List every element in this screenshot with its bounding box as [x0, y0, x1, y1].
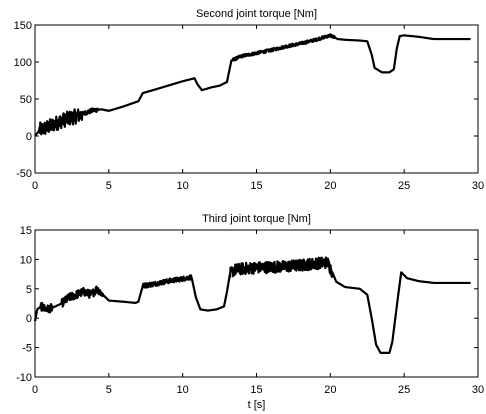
x-tick-label: 15 [250, 180, 262, 192]
x-tick-label: 30 [472, 180, 484, 192]
x-tick-label: 25 [398, 384, 410, 396]
y-tick-label: 100 [14, 57, 32, 69]
chart-title: Third joint torque [Nm] [202, 213, 311, 225]
x-tick-label: 15 [250, 384, 262, 396]
y-tick-label: -10 [16, 372, 32, 384]
x-tick-label: 10 [177, 384, 189, 396]
y-tick-label: -5 [22, 343, 32, 355]
x-tick-label: 5 [106, 384, 112, 396]
x-tick-label: 25 [398, 180, 410, 192]
x-tick-label: 0 [32, 384, 38, 396]
y-tick-label: 150 [14, 20, 32, 32]
torque-series-line [33, 256, 472, 354]
y-tick-label: 10 [20, 254, 32, 266]
third-joint-torque-chart: Third joint torque [Nm] 0 5 10 15 20 25 30 -10 -5… [16, 213, 484, 411]
x-tick-label: 5 [106, 180, 112, 192]
chart-title: Second joint torque [Nm] [196, 8, 317, 20]
x-axis-label: t [s] [248, 399, 266, 411]
x-tick-label: 20 [324, 384, 336, 396]
x-tick-label: 30 [472, 384, 484, 396]
second-joint-torque-chart: Second joint torque [Nm]0 5 10 15 20 25 30-500… [14, 8, 484, 192]
y-tick-label: 50 [20, 94, 32, 106]
x-tick-label: 0 [32, 180, 38, 192]
torque-series-line [34, 33, 472, 137]
plot-frame [34, 24, 479, 174]
x-tick-label: 20 [324, 180, 336, 192]
y-tick-label: 0 [26, 313, 32, 325]
y-tick-label: 5 [26, 284, 32, 296]
x-tick-label: 10 [177, 180, 189, 192]
y-tick-label: -50 [16, 168, 32, 180]
plot-frame [34, 229, 479, 378]
y-tick-label: 15 [20, 225, 32, 237]
y-tick-label: 0 [26, 131, 32, 143]
